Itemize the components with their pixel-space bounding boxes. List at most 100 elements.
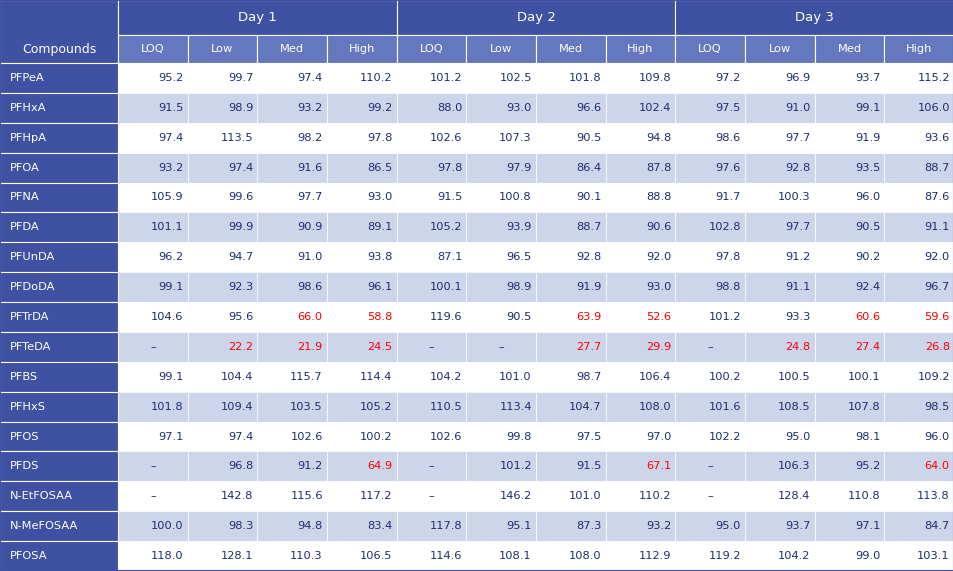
Bar xyxy=(188,242,257,272)
Bar xyxy=(744,302,814,332)
Text: 91.7: 91.7 xyxy=(715,192,740,203)
Bar xyxy=(536,152,605,183)
Bar xyxy=(188,392,257,421)
Text: 107.3: 107.3 xyxy=(498,132,531,143)
Text: 97.5: 97.5 xyxy=(576,432,600,441)
Bar xyxy=(536,392,605,421)
Text: 102.6: 102.6 xyxy=(290,432,322,441)
Text: 97.1: 97.1 xyxy=(158,432,183,441)
Text: Low: Low xyxy=(212,44,233,54)
Bar xyxy=(118,272,188,302)
Text: Low: Low xyxy=(768,44,790,54)
Bar xyxy=(605,511,675,541)
Text: 97.6: 97.6 xyxy=(715,163,740,172)
Bar xyxy=(675,332,744,362)
Bar xyxy=(883,35,953,63)
Text: 66.0: 66.0 xyxy=(297,312,322,322)
Bar xyxy=(0,183,118,212)
Text: 102.8: 102.8 xyxy=(707,222,740,232)
Text: 110.2: 110.2 xyxy=(359,73,392,83)
Text: 119.2: 119.2 xyxy=(707,551,740,561)
Text: –: – xyxy=(428,491,434,501)
Text: 21.9: 21.9 xyxy=(297,342,322,352)
Bar xyxy=(605,272,675,302)
Bar xyxy=(883,302,953,332)
Text: 100.2: 100.2 xyxy=(359,432,392,441)
Text: PFNA: PFNA xyxy=(10,192,39,203)
Bar xyxy=(188,362,257,392)
Text: 88.7: 88.7 xyxy=(923,163,949,172)
Text: 91.9: 91.9 xyxy=(854,132,880,143)
Bar xyxy=(0,123,118,152)
Text: 87.8: 87.8 xyxy=(645,163,671,172)
Text: 93.0: 93.0 xyxy=(506,103,531,113)
Bar xyxy=(466,481,536,511)
Bar xyxy=(814,183,883,212)
Text: 99.0: 99.0 xyxy=(854,551,880,561)
Bar xyxy=(744,93,814,123)
Text: 24.5: 24.5 xyxy=(367,342,392,352)
Bar xyxy=(257,481,327,511)
Bar xyxy=(188,272,257,302)
Bar xyxy=(257,302,327,332)
Text: 113.8: 113.8 xyxy=(916,491,949,501)
Text: 87.1: 87.1 xyxy=(436,252,461,262)
Bar xyxy=(814,332,883,362)
Text: 26.8: 26.8 xyxy=(923,342,949,352)
Text: 95.2: 95.2 xyxy=(854,461,880,472)
Bar xyxy=(396,392,466,421)
Text: 93.5: 93.5 xyxy=(854,163,880,172)
Text: 106.5: 106.5 xyxy=(359,551,392,561)
Text: PFOS: PFOS xyxy=(10,432,39,441)
Text: PFTrDA: PFTrDA xyxy=(10,312,49,322)
Bar xyxy=(883,242,953,272)
Text: 103.1: 103.1 xyxy=(916,551,949,561)
Bar xyxy=(257,452,327,481)
Text: 97.7: 97.7 xyxy=(297,192,322,203)
Text: 119.6: 119.6 xyxy=(429,312,461,322)
Text: 67.1: 67.1 xyxy=(645,461,671,472)
Text: 90.1: 90.1 xyxy=(576,192,600,203)
Bar xyxy=(327,212,396,242)
Bar xyxy=(118,302,188,332)
Text: 93.2: 93.2 xyxy=(645,521,671,531)
Text: 86.5: 86.5 xyxy=(367,163,392,172)
Text: PFOA: PFOA xyxy=(10,163,39,172)
Bar xyxy=(118,362,188,392)
Text: 90.2: 90.2 xyxy=(854,252,880,262)
Text: 90.5: 90.5 xyxy=(506,312,531,322)
Bar xyxy=(118,242,188,272)
Bar xyxy=(605,183,675,212)
Text: 96.7: 96.7 xyxy=(923,282,949,292)
Bar xyxy=(0,362,118,392)
Bar xyxy=(257,242,327,272)
Text: 97.5: 97.5 xyxy=(715,103,740,113)
Bar xyxy=(466,421,536,452)
Bar xyxy=(466,362,536,392)
Text: 97.4: 97.4 xyxy=(228,163,253,172)
Bar xyxy=(0,0,118,63)
Text: N-MeFOSAA: N-MeFOSAA xyxy=(10,521,77,531)
Text: 98.2: 98.2 xyxy=(297,132,322,143)
Bar xyxy=(0,421,118,452)
Bar xyxy=(744,242,814,272)
Bar xyxy=(536,332,605,362)
Bar xyxy=(327,511,396,541)
Text: –: – xyxy=(428,342,434,352)
Bar xyxy=(605,541,675,571)
Bar xyxy=(188,511,257,541)
Text: 101.2: 101.2 xyxy=(429,73,461,83)
Text: 91.9: 91.9 xyxy=(576,282,600,292)
Bar xyxy=(536,63,605,93)
Bar xyxy=(883,392,953,421)
Text: Compounds: Compounds xyxy=(22,42,96,55)
Text: 97.2: 97.2 xyxy=(715,73,740,83)
Bar xyxy=(327,93,396,123)
Bar xyxy=(814,152,883,183)
Bar xyxy=(466,35,536,63)
Bar xyxy=(257,332,327,362)
Bar xyxy=(744,481,814,511)
Bar xyxy=(675,392,744,421)
Bar xyxy=(257,35,327,63)
Text: Med: Med xyxy=(837,44,861,54)
